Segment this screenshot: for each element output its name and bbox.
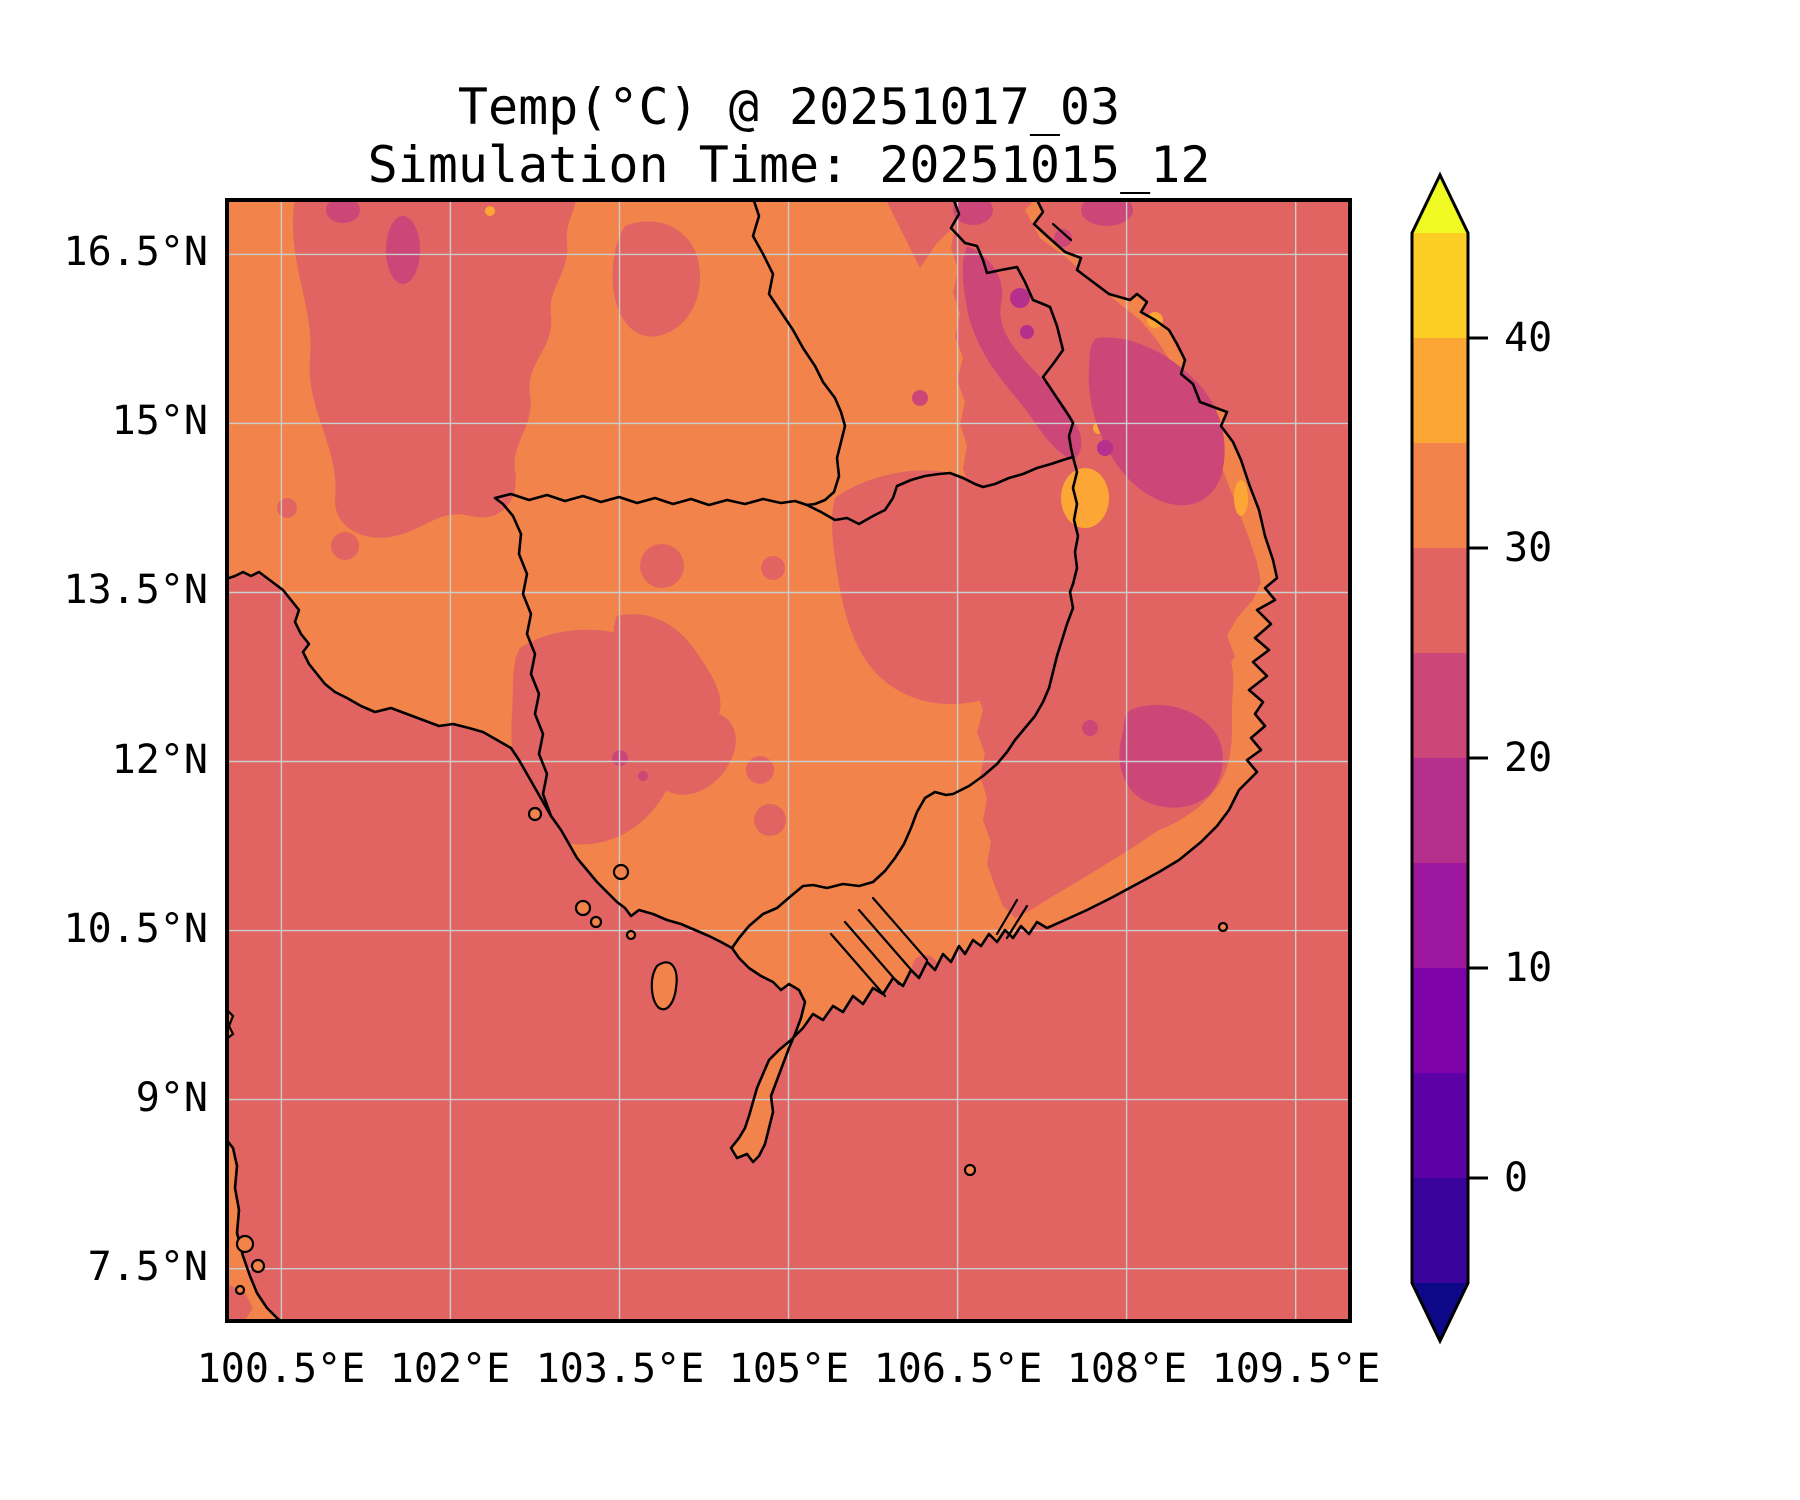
page-subtitle: Simulation Time: 20251015_12 xyxy=(367,136,1211,194)
x-tick-label: 100.5°E xyxy=(196,1346,366,1392)
border-thailand-laos-mekong xyxy=(751,198,847,507)
colorbar-tick-label: 30 xyxy=(1504,525,1553,571)
border-cambodia-vietnam xyxy=(730,455,1080,950)
landmass-peninsula xyxy=(225,1138,283,1323)
x-tick-label: 106.5°E xyxy=(873,1346,1043,1392)
border-thailand-cambodia xyxy=(493,492,809,818)
x-tick-label: 105°E xyxy=(728,1346,850,1392)
colorbar-outline xyxy=(1410,171,1470,1345)
y-tick-label: 12°N xyxy=(111,737,208,783)
colorbar-band xyxy=(1412,548,1468,653)
islands xyxy=(234,806,1229,1296)
plot-frame xyxy=(225,198,1352,1323)
border-laos-vietnam xyxy=(949,198,1075,459)
temp-patches-15-20 xyxy=(1010,288,1113,456)
x-tick-label: 102°E xyxy=(389,1346,511,1392)
colorbar-tick-label: 0 xyxy=(1504,1155,1529,1201)
y-tick-label: 15°N xyxy=(111,398,208,444)
colorbar-band xyxy=(1412,863,1468,968)
colorbar-arrow-under xyxy=(1412,1283,1468,1341)
colorbar-tick-label: 40 xyxy=(1504,315,1553,361)
y-tick-label: 10.5°N xyxy=(63,906,209,952)
x-tick-label: 109.5°E xyxy=(1211,1346,1381,1392)
x-tick-label: 103.5°E xyxy=(535,1346,705,1392)
colorbar-tick-label: 20 xyxy=(1504,735,1553,781)
colorbar-arrow-over xyxy=(1412,175,1468,233)
colorbar-ticks xyxy=(1468,336,1488,1180)
y-tick-label: 13.5°N xyxy=(63,567,209,613)
colorbar-band xyxy=(1412,1178,1468,1283)
colorbar-tick-label: 10 xyxy=(1504,945,1553,991)
river-channels xyxy=(829,222,1073,998)
colorbar-band xyxy=(1412,1073,1468,1178)
map-plot xyxy=(225,198,1352,1323)
y-tick-label: 9°N xyxy=(135,1075,208,1121)
colorbar-band xyxy=(1412,758,1468,863)
colorbar-band xyxy=(1412,443,1468,548)
colorbar-band xyxy=(1412,653,1468,758)
y-tick-label: 7.5°N xyxy=(87,1244,208,1290)
country-borders xyxy=(493,198,1080,950)
colorbar-band xyxy=(1412,338,1468,443)
page-title: Temp(°C) @ 20251017_03 xyxy=(457,78,1121,136)
colorbar-band xyxy=(1412,968,1468,1073)
y-tick-label: 16.5°N xyxy=(63,229,209,275)
colorbar-band xyxy=(1412,233,1468,338)
border-cambodia-laos xyxy=(805,455,1075,526)
coastline xyxy=(225,198,1279,1164)
gridlines xyxy=(225,198,1352,1323)
x-tick-label: 108°E xyxy=(1066,1346,1188,1392)
